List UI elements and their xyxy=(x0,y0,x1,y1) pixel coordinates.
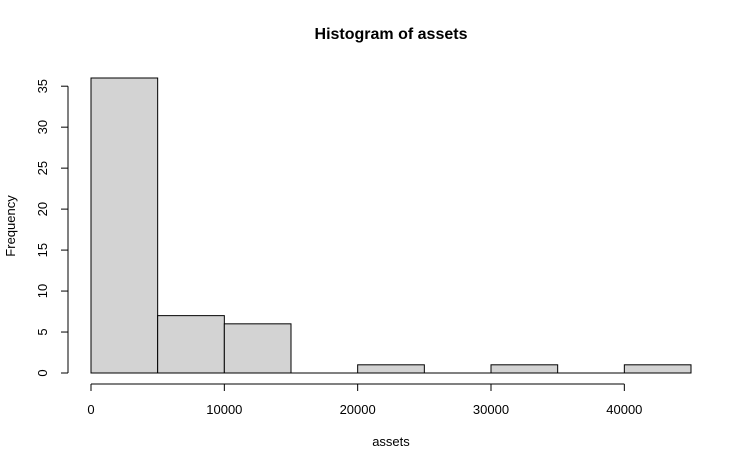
y-tick-label: 0 xyxy=(35,369,50,376)
y-tick-label: 20 xyxy=(35,202,50,216)
x-axis-label: assets xyxy=(372,434,410,449)
histogram-bar xyxy=(357,364,425,374)
histogram-bar xyxy=(623,364,692,374)
x-tick-label: 30000 xyxy=(473,402,509,417)
y-tick-label: 25 xyxy=(35,161,50,175)
x-tick-label: 40000 xyxy=(606,402,642,417)
histogram-bars xyxy=(90,77,692,374)
y-tick-label: 35 xyxy=(35,79,50,93)
histogram-bar xyxy=(90,77,159,374)
histogram-bar xyxy=(157,315,225,374)
x-tick-label: 10000 xyxy=(206,402,242,417)
y-tick-label: 10 xyxy=(35,284,50,298)
x-tick-label: 0 xyxy=(87,402,94,417)
y-tick-label: 15 xyxy=(35,243,50,257)
x-axis: 0 10000 20000 30000 40000 xyxy=(87,383,642,417)
y-tick-label: 30 xyxy=(35,120,50,134)
x-tick-label: 20000 xyxy=(340,402,376,417)
y-axis-label: Frequency xyxy=(3,195,18,257)
y-axis: 0 5 10 15 20 25 30 35 xyxy=(35,79,69,377)
histogram-bar xyxy=(490,364,559,374)
chart-title: Histogram of assets xyxy=(315,26,468,43)
histogram-bar xyxy=(223,323,292,374)
y-tick-label: 5 xyxy=(35,328,50,335)
